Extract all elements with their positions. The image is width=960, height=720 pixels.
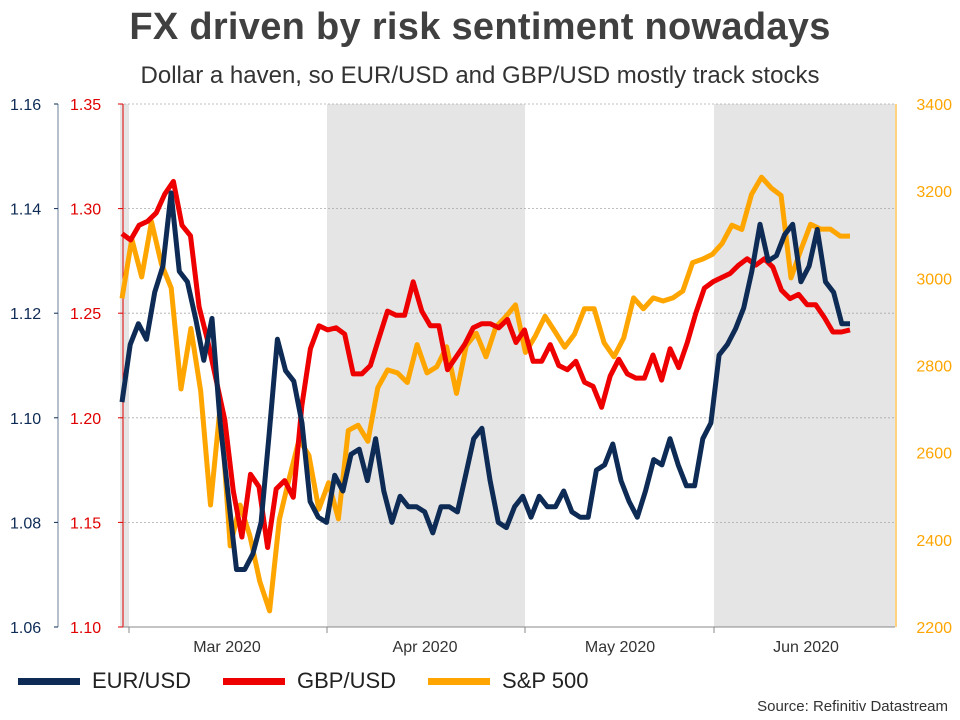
spx-tick-label: 3200 bbox=[916, 184, 952, 201]
spx-tick-label: 3400 bbox=[916, 97, 952, 114]
chart-subtitle: Dollar a haven, so EUR/USD and GBP/USD m… bbox=[140, 62, 820, 89]
legend-swatch-eurusd bbox=[18, 677, 80, 685]
x-tick-label: Apr 2020 bbox=[393, 639, 458, 656]
gbp-tick-label: 1.35 bbox=[70, 97, 101, 114]
legend-item-eurusd: EUR/USD bbox=[18, 668, 191, 694]
legend-label-spx: S&P 500 bbox=[502, 668, 589, 693]
eur-tick-label: 1.12 bbox=[10, 306, 41, 323]
eur-tick-label: 1.14 bbox=[10, 202, 41, 219]
legend-label-gbpusd: GBP/USD bbox=[297, 668, 397, 693]
source-note: Source: Refinitiv Datastream bbox=[757, 698, 948, 715]
legend-swatch-spx bbox=[428, 677, 491, 685]
spx-tick-label: 2800 bbox=[916, 359, 952, 376]
legend-item-spx: S&P 500 bbox=[428, 668, 589, 694]
spx-tick-label: 2400 bbox=[916, 533, 952, 550]
eur-tick-label: 1.08 bbox=[10, 515, 41, 532]
gbpusd-line bbox=[120, 178, 851, 550]
gbp-tick-label: 1.10 bbox=[70, 620, 101, 637]
chart-title: FX driven by risk sentiment nowadays bbox=[129, 6, 831, 48]
eurusd-line bbox=[119, 190, 850, 572]
shaded-periods bbox=[120, 104, 895, 627]
legend-swatch-gbpusd bbox=[223, 677, 286, 685]
axes: 1.06 1.08 1.10 1.12 1.14 1.16 1.10 1.15 1.20 1.25… bbox=[10, 97, 952, 656]
x-tick-label: May 2020 bbox=[585, 639, 655, 656]
spx-tick-label: 2200 bbox=[916, 620, 952, 637]
eur-tick-label: 1.16 bbox=[10, 97, 41, 114]
gbp-tick-label: 1.15 bbox=[70, 515, 101, 532]
legend-label-eurusd: EUR/USD bbox=[92, 668, 192, 693]
eur-tick-label: 1.06 bbox=[10, 620, 41, 637]
shaded-band-2 bbox=[714, 104, 895, 627]
legend-item-gbpusd: GBP/USD bbox=[223, 668, 396, 694]
eur-tick-label: 1.10 bbox=[10, 411, 41, 428]
x-tick-label: Mar 2020 bbox=[193, 639, 261, 656]
gbp-tick-label: 1.30 bbox=[70, 202, 101, 219]
gbp-tick-label: 1.25 bbox=[70, 306, 101, 323]
x-tick-label: Jun 2020 bbox=[773, 639, 839, 656]
gbp-tick-label: 1.20 bbox=[70, 411, 101, 428]
shaded-band-0 bbox=[120, 104, 129, 627]
legend: EUR/USD GBP/USD S&P 500 bbox=[18, 668, 621, 694]
series-lines bbox=[119, 174, 851, 614]
spx-tick-label: 2600 bbox=[916, 446, 952, 463]
spx-tick-label: 3000 bbox=[916, 271, 952, 288]
